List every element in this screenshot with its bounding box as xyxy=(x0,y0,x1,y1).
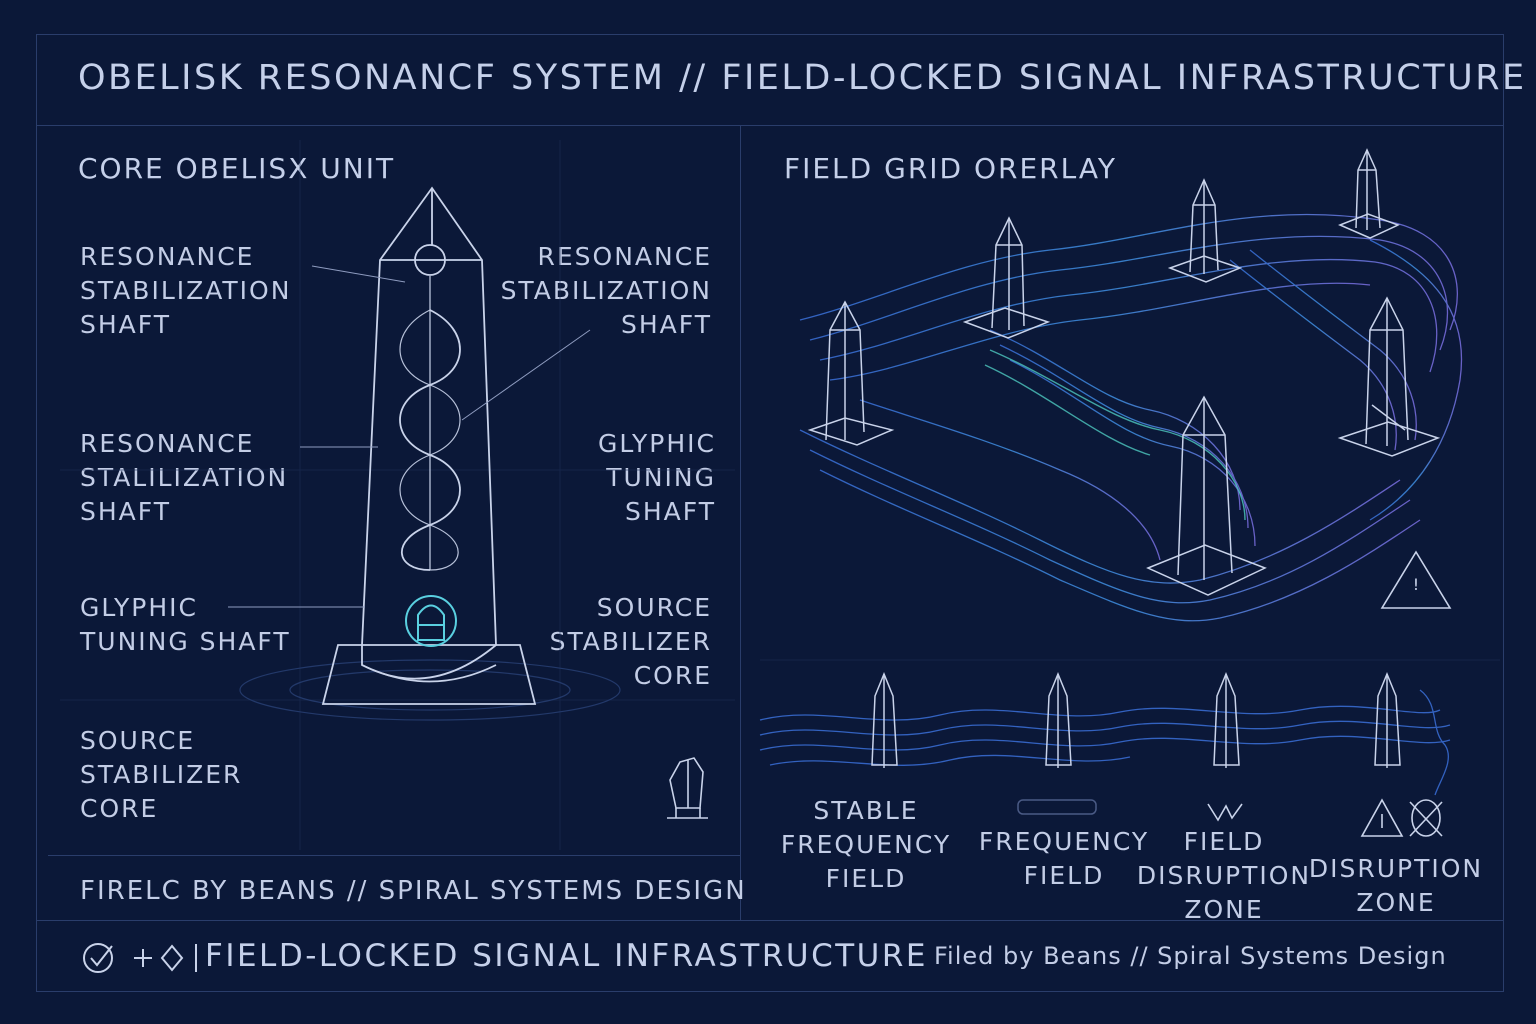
field-obelisk-3 xyxy=(1167,178,1243,283)
outer-frame xyxy=(36,34,1504,992)
warning-icon: ! xyxy=(1380,550,1452,609)
legend-field-disruption: FIELD DISRUPTION ZONE xyxy=(1136,827,1312,924)
leader-lines xyxy=(228,265,591,608)
label-stalilization-left: RESONANCE STALILIZATION SHAFT xyxy=(80,429,289,526)
field-waves-teal xyxy=(984,349,1246,521)
legend-disruption-zone: DISRUPTION ZONE xyxy=(1308,854,1484,917)
bottom-bar-credit: Filed by Beans // Spiral Systems Design xyxy=(934,942,1447,970)
bottom-bar-title: FIELD-LOCKED SIGNAL INFRASTRUCTURE xyxy=(205,938,928,974)
label-glyphic-right: GLYPHIC TUNING SHAFT xyxy=(598,429,716,526)
field-obelisk-4 xyxy=(1338,148,1400,239)
crystal-icon xyxy=(667,757,708,819)
legend-stable-frequency: STABLE FREQUENCY FIELD xyxy=(780,796,952,893)
field-obelisks xyxy=(807,148,1441,596)
svg-text:!: ! xyxy=(1413,575,1419,594)
diamond-icon xyxy=(160,944,184,972)
resonance-ring-icon xyxy=(414,244,446,276)
field-grid-title: FIELD GRID ORERLAY xyxy=(784,152,1117,185)
header-divider xyxy=(36,125,1504,126)
legend-obelisk-1 xyxy=(871,672,898,768)
bottom-bar-divider xyxy=(36,920,1504,921)
disruption-warning-icon xyxy=(1360,798,1404,837)
legend-obelisks xyxy=(871,672,1401,768)
disruption-cross-icon xyxy=(1409,799,1443,837)
label-source-right: SOURCE STABILIZER CORE xyxy=(549,593,712,690)
label-resonance-right: RESONANCE STABILIZATION SHAFT xyxy=(500,242,712,339)
background-grid xyxy=(60,140,1500,850)
panel-divider xyxy=(740,126,741,920)
legend-frequency-field: FREQUENCY FIELD xyxy=(978,827,1150,890)
field-obelisk-5 xyxy=(1337,296,1441,457)
legend-obelisk-4 xyxy=(1374,672,1401,768)
legend-obelisk-3 xyxy=(1213,672,1240,768)
frequency-field-swatch xyxy=(1017,799,1097,815)
left-panel-credit: FIRELC BY BEANS // SPIRAL SYSTEMS DESIGN xyxy=(80,876,747,906)
label-resonance-left: RESONANCE STABILIZATION SHAFT xyxy=(80,242,292,339)
left-footer-divider xyxy=(48,855,740,856)
glyph-core-icon xyxy=(405,595,457,647)
obelisk-base-plate xyxy=(321,644,537,705)
label-source-left: SOURCE STABILIZER CORE xyxy=(80,726,243,823)
field-obelisk-6 xyxy=(1146,395,1267,596)
ground-rings xyxy=(239,659,621,721)
legend-obelisk-2 xyxy=(1045,672,1072,768)
disruption-glyph-icon xyxy=(1207,803,1243,822)
label-glyphic-left: GLYPHIC TUNING SHAFT xyxy=(80,593,291,656)
legend-waves xyxy=(759,689,1451,796)
page-title: OBELISK RESONANCF SYSTEM // FIELD-LOCKED… xyxy=(78,58,1527,98)
core-unit-title: CORE OBELISX UNIT xyxy=(78,152,396,185)
check-circle-icon xyxy=(83,943,113,973)
plus-icon xyxy=(134,949,152,967)
field-obelisk-2 xyxy=(962,216,1051,339)
field-obelisk-1 xyxy=(807,300,895,446)
field-waves xyxy=(799,213,1463,622)
core-obelisk xyxy=(321,186,537,705)
